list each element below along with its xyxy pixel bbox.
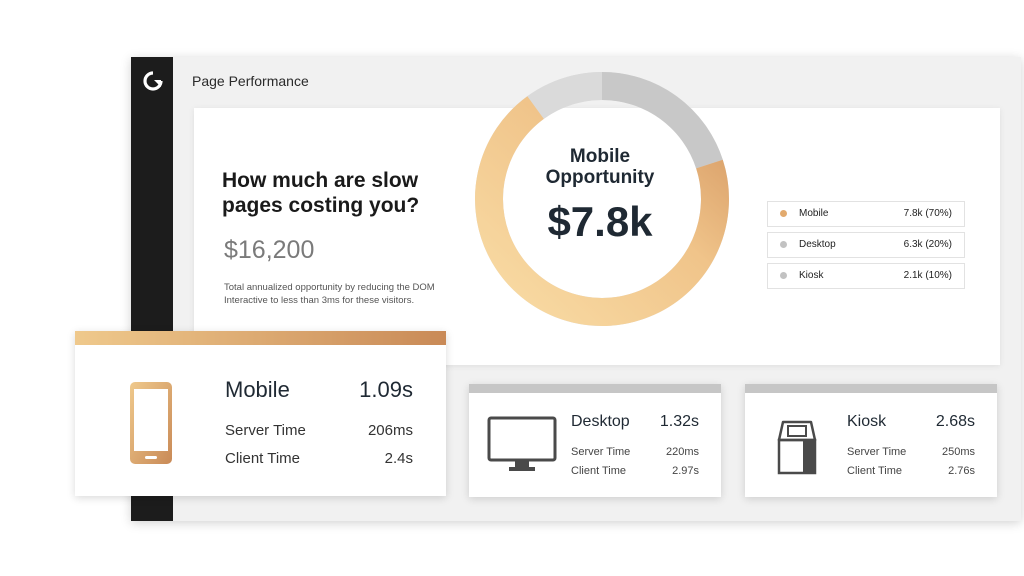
page-title: Page Performance bbox=[192, 73, 309, 89]
refresh-logo-icon[interactable] bbox=[142, 70, 164, 92]
kiosk-device-card[interactable]: Kiosk 2.68s Server Time 250ms Client Tim… bbox=[745, 384, 997, 497]
client-time-value: 2.4s bbox=[384, 450, 413, 467]
client-time-label: Client Time bbox=[847, 465, 903, 477]
legend-dot-kiosk bbox=[780, 272, 787, 279]
server-time-label: Server Time bbox=[571, 446, 631, 458]
legend-value: 6.3k (20%) bbox=[903, 239, 952, 250]
legend-label: Desktop bbox=[799, 239, 836, 250]
server-time-label: Server Time bbox=[225, 422, 306, 439]
device-total-time: 1.32s bbox=[659, 413, 699, 430]
legend-dot-mobile bbox=[780, 210, 787, 217]
legend-item-kiosk[interactable]: Kiosk 2.1k (10%) bbox=[767, 263, 965, 289]
card-accent-bar bbox=[745, 384, 997, 393]
card-accent-bar bbox=[75, 331, 446, 345]
client-time-value: 2.97s bbox=[672, 465, 699, 477]
summary-description: Total annualized opportunity by reducing… bbox=[224, 282, 435, 306]
legend-label: Kiosk bbox=[799, 270, 824, 281]
device-total-time: 1.09s bbox=[359, 377, 413, 402]
donut-value: $7.8k bbox=[547, 198, 653, 245]
client-time-label: Client Time bbox=[225, 450, 301, 467]
donut-segment-desktop bbox=[601, 72, 723, 169]
legend-value: 2.1k (10%) bbox=[903, 270, 952, 281]
server-time-label: Server Time bbox=[847, 446, 907, 458]
kiosk-icon bbox=[777, 420, 817, 475]
donut-segment-mobile bbox=[475, 96, 729, 326]
legend-label: Mobile bbox=[799, 208, 829, 219]
opportunity-donut-chart bbox=[475, 72, 729, 326]
legend-value: 7.8k (70%) bbox=[903, 208, 952, 219]
client-time-value: 2.76s bbox=[948, 465, 975, 477]
card-accent-bar bbox=[469, 384, 721, 393]
client-time-label: Client Time bbox=[571, 465, 627, 477]
donut-title: Mobile Opportunity bbox=[545, 146, 655, 188]
total-opportunity-value: $16,200 bbox=[224, 236, 315, 264]
desktop-device-card[interactable]: Desktop 1.32s Server Time 220ms Client T… bbox=[469, 384, 721, 497]
device-name: Kiosk bbox=[847, 413, 887, 430]
server-time-value: 206ms bbox=[367, 422, 413, 439]
device-total-time: 2.68s bbox=[935, 413, 975, 430]
device-name: Desktop bbox=[571, 413, 630, 430]
legend-dot-desktop bbox=[780, 241, 787, 248]
mobile-device-card[interactable]: Mobile 1.09s Server Time 206ms Client Ti… bbox=[75, 331, 446, 496]
monitor-icon bbox=[487, 416, 557, 471]
legend-item-desktop[interactable]: Desktop 6.3k (20%) bbox=[767, 232, 965, 258]
server-time-value: 250ms bbox=[941, 446, 975, 458]
summary-question: How much are slow pages costing you? bbox=[222, 169, 420, 217]
legend-item-mobile[interactable]: Mobile 7.8k (70%) bbox=[767, 201, 965, 227]
donut-segment-kiosk bbox=[527, 72, 603, 120]
smartphone-icon bbox=[130, 382, 172, 464]
device-name: Mobile bbox=[225, 377, 290, 402]
server-time-value: 220ms bbox=[665, 446, 699, 458]
